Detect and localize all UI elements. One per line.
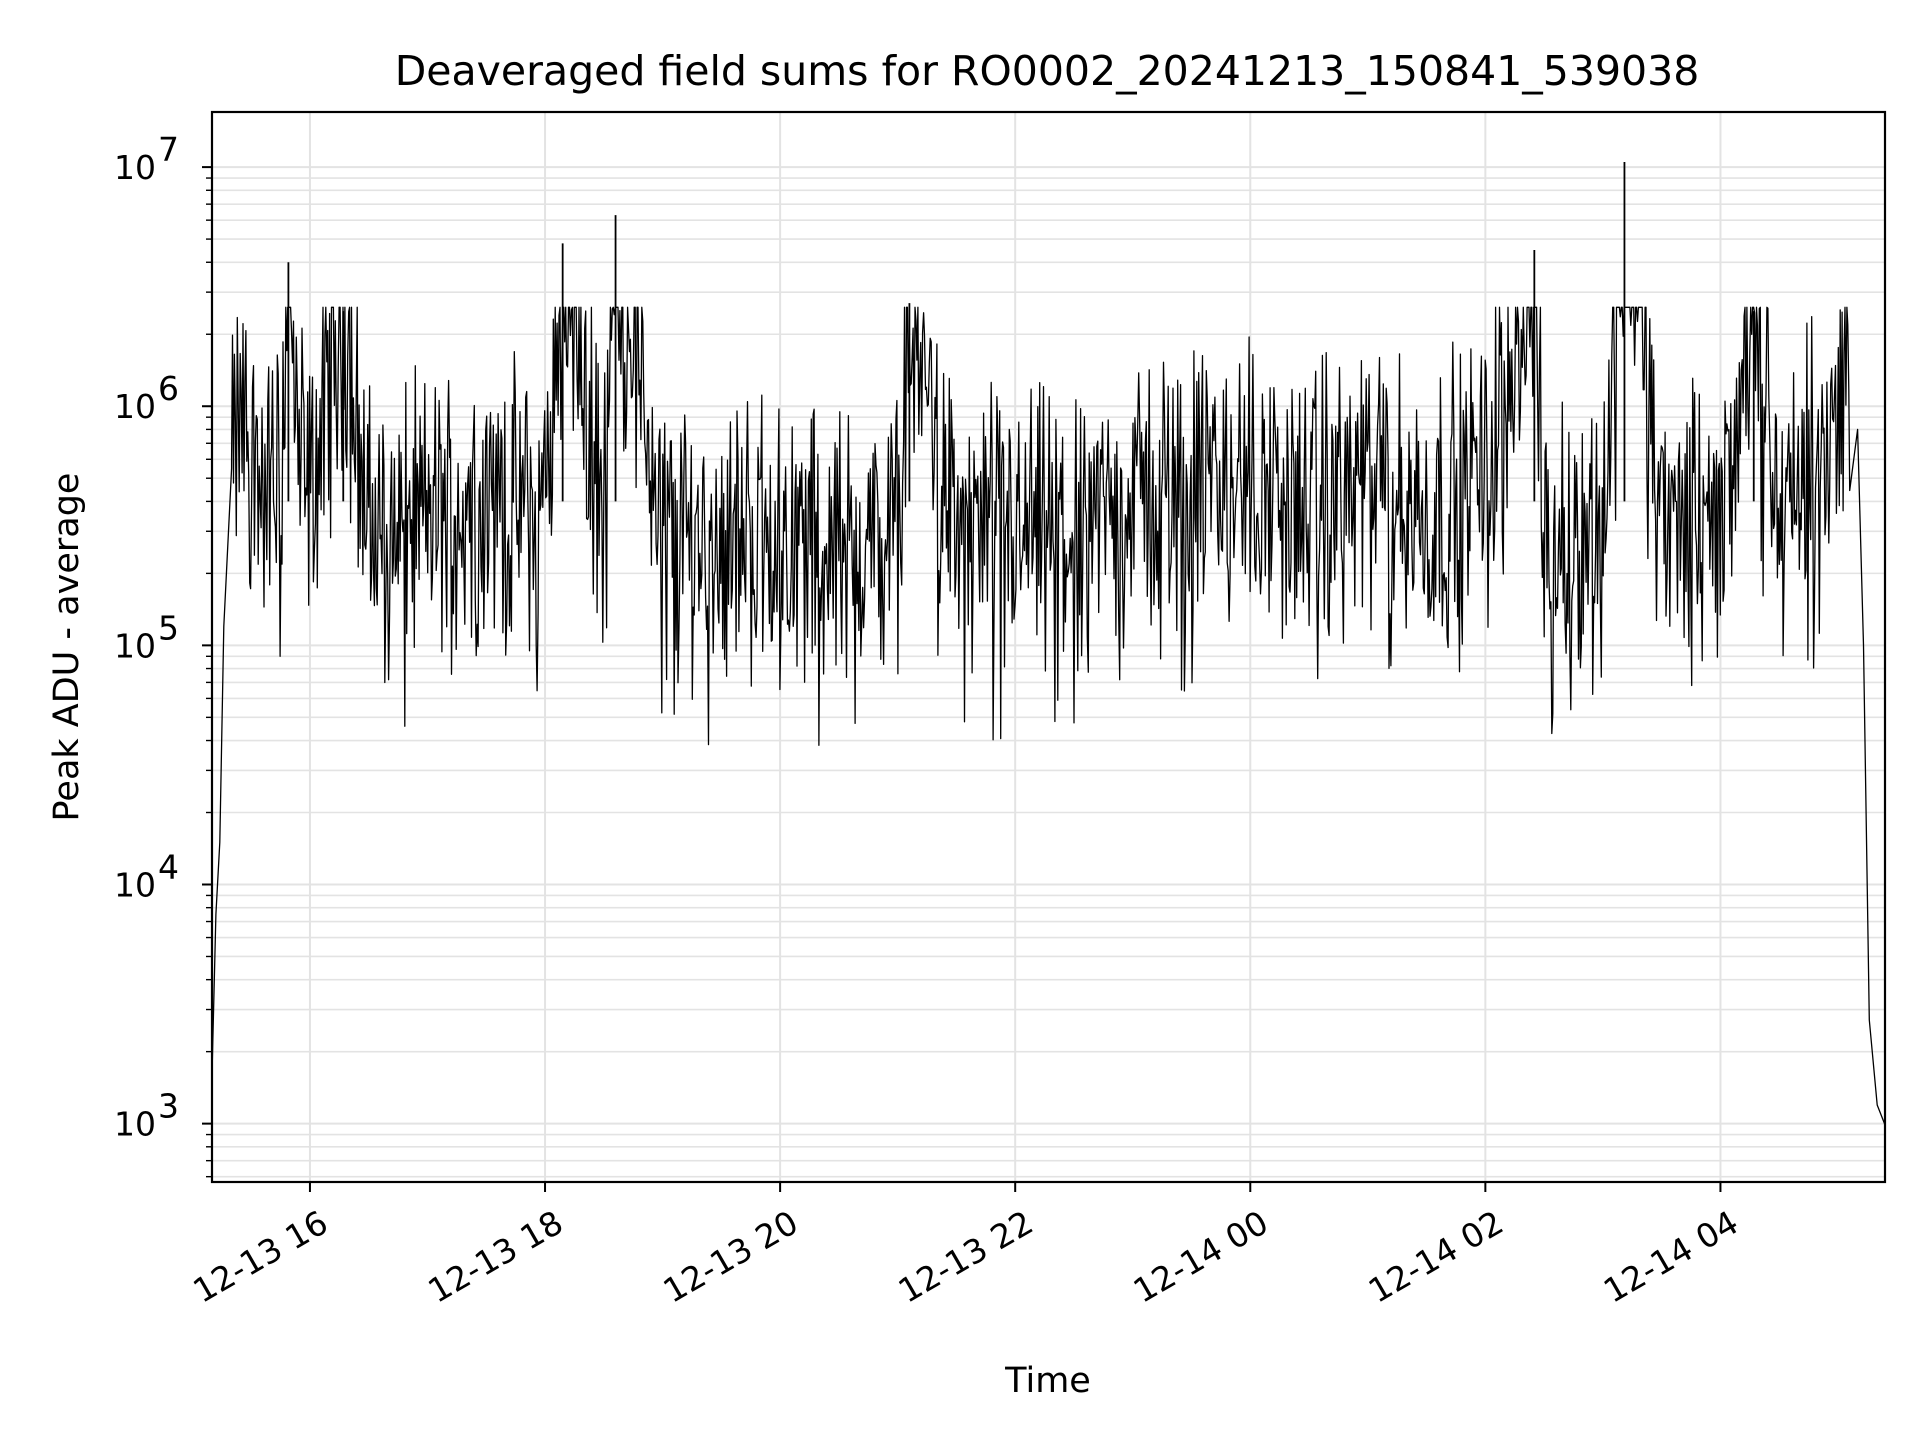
y-tick-label: 10 [114,626,156,665]
series-data [211,162,1886,1126]
plot-frame [210,110,1887,1184]
y-tick-label-exponent: 6 [158,369,179,408]
y-tick-label-exponent: 5 [158,608,179,647]
y-tick-label: 10 [114,865,156,904]
y-tick-label-exponent: 4 [158,847,179,886]
chart-title: Deaveraged field sums for RO0002_2024121… [395,47,1700,95]
y-tick-label-exponent: 3 [158,1087,179,1126]
y-tick-label: 10 [114,387,156,426]
x-axis-label: Time [1004,1361,1091,1401]
y-tick-label: 10 [114,1105,156,1144]
grid-lines [212,112,1885,1182]
y-tick-label: 10 [114,148,156,187]
y-tick-label-exponent: 7 [158,130,179,169]
axis-ticks [202,166,1722,1192]
series-line [211,306,1886,1126]
y-axis-label: Peak ADU - average [47,473,87,822]
